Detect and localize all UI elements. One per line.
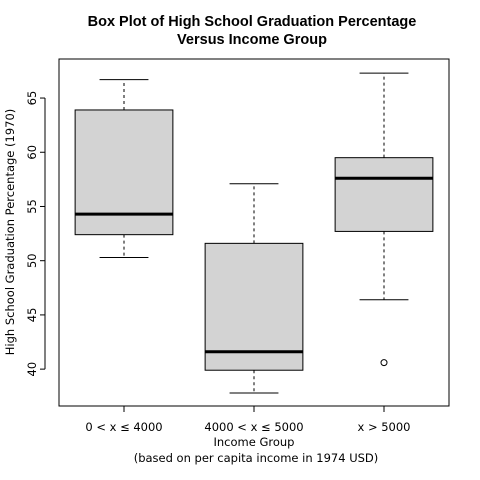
box-2 <box>204 183 304 394</box>
y-tick-label: 55 <box>25 199 39 214</box>
chart-title-line-1: Box Plot of High School Graduation Perce… <box>88 14 417 30</box>
y-tick-label: 65 <box>25 91 39 106</box>
y-tick-label: 45 <box>25 308 39 323</box>
x-tick-label: x > 5000 <box>357 420 410 434</box>
box-body <box>204 242 304 371</box>
y-tick-label: 40 <box>25 362 39 377</box>
x-axis-label: Income Group <box>214 435 295 449</box>
box-3 <box>334 72 434 367</box>
y-tick-label: 60 <box>25 145 39 160</box>
y-axis: 40 45 50 55 60 65 <box>25 91 46 377</box>
box-body <box>74 109 174 236</box>
x-tick-label: 4000 < x ≤ 5000 <box>204 420 303 434</box>
box-group <box>74 72 434 394</box>
y-tick-label: 50 <box>25 253 39 268</box>
chart-title-line-2: Versus Income Group <box>177 32 327 48</box>
x-axis-sublabel: (based on per capita income in 1974 USD) <box>134 451 379 465</box>
outlier-point <box>380 359 388 367</box>
y-axis-label: High School Graduation Percentage (1970) <box>3 109 17 356</box>
box-body <box>334 157 434 232</box>
x-axis: 0 < x ≤ 4000 4000 < x ≤ 5000 x > 5000 <box>85 405 411 434</box>
x-tick-label: 0 < x ≤ 4000 <box>85 420 162 434</box>
box-1 <box>74 79 174 258</box>
